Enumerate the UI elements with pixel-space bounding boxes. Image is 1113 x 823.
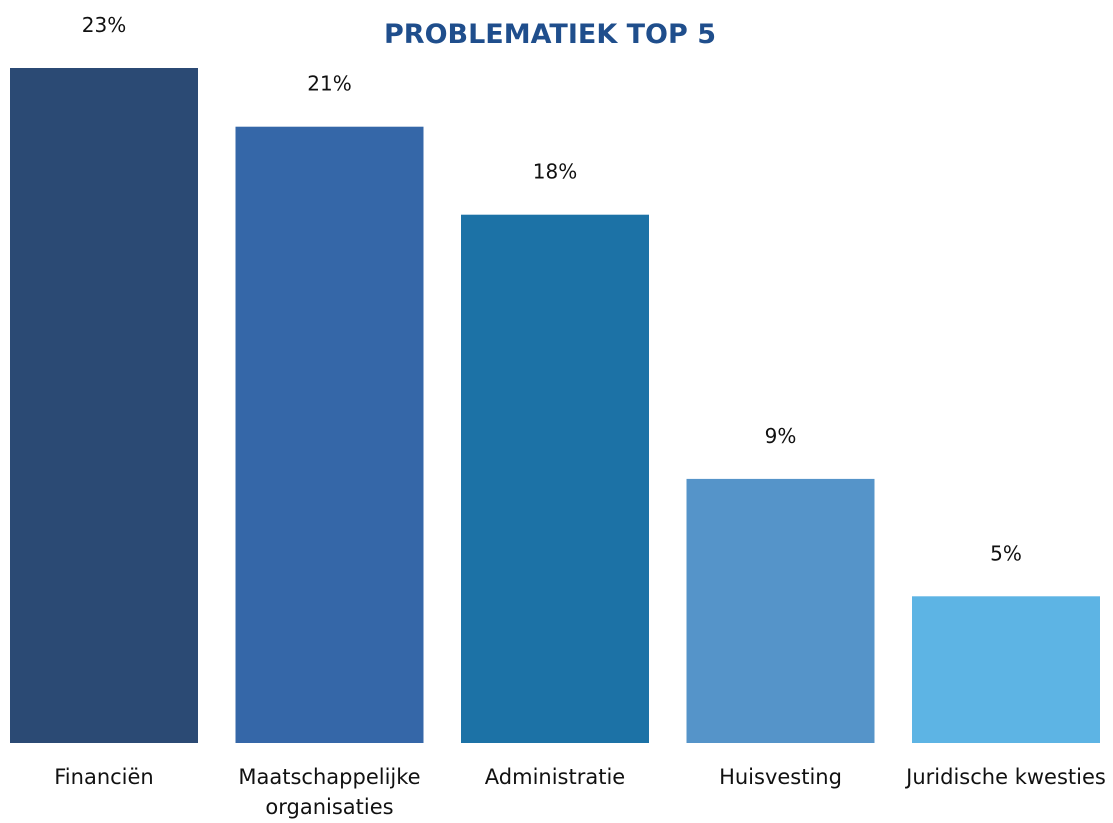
category-label-line: Financiën: [54, 765, 153, 789]
category-label-4: Juridische kwesties: [904, 765, 1106, 789]
category-label-1: Maatschappelijke organisaties: [238, 765, 420, 819]
bar-0: [10, 68, 198, 743]
value-label-4: 5%: [990, 541, 1022, 565]
bar-3: [686, 478, 875, 743]
bars-layer: [10, 68, 1100, 743]
value-label-3: 9%: [765, 424, 797, 448]
value-labels-layer: 23% 21% 18% 9% 5%: [82, 13, 1022, 565]
value-label-1: 21%: [307, 72, 351, 96]
category-label-line: organisaties: [265, 795, 393, 819]
category-label-2: Administratie: [485, 765, 625, 789]
bar-2: [461, 214, 649, 743]
category-label-line: Huisvesting: [719, 765, 842, 789]
category-label-3: Huisvesting: [719, 765, 842, 789]
bar-1: [235, 126, 424, 743]
chart-title: PROBLEMATIEK TOP 5: [384, 19, 716, 50]
bar-4: [912, 596, 1100, 743]
category-labels-layer: Financiën Maatschappelijke organisaties Adm…: [54, 765, 1106, 819]
category-label-line: Maatschappelijke: [238, 765, 420, 789]
value-label-0: 23%: [82, 13, 126, 37]
category-label-line: Juridische kwesties: [904, 765, 1106, 789]
category-label-line: Administratie: [485, 765, 625, 789]
value-label-2: 18%: [533, 160, 577, 184]
category-label-0: Financiën: [54, 765, 153, 789]
